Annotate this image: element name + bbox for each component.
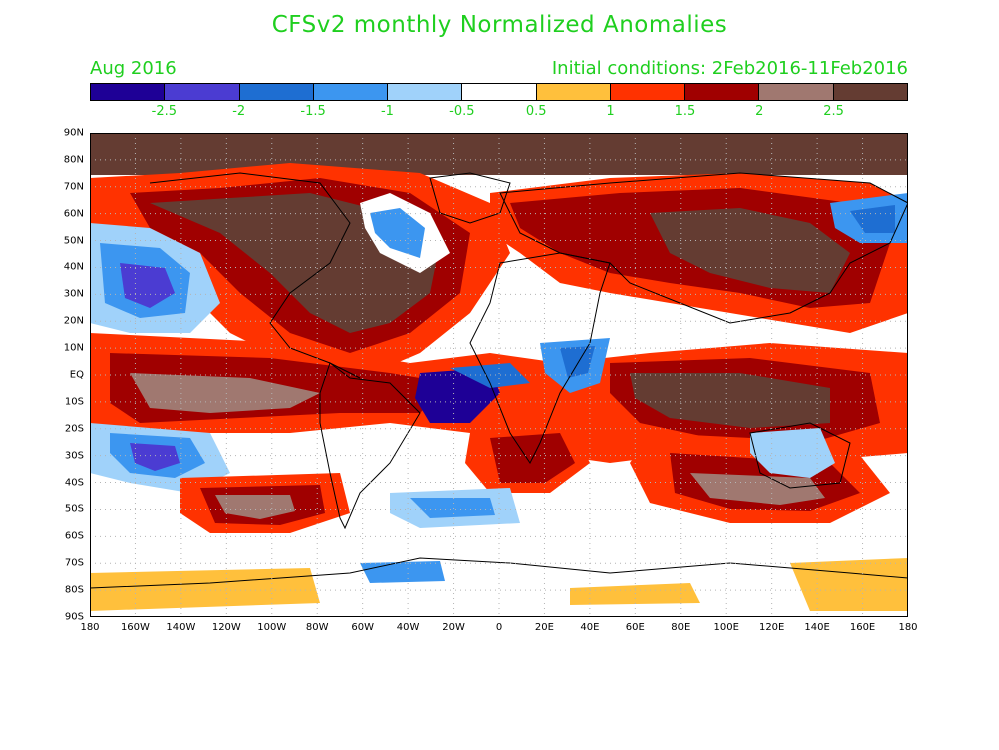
- cool-region: [560, 346, 595, 378]
- colorbar-segment: [165, 84, 240, 100]
- longitude-label: 20E: [534, 622, 554, 633]
- colorbar-tick-label: 2: [755, 104, 764, 119]
- cold-region: [130, 443, 180, 471]
- coastline-south-america: [319, 362, 421, 530]
- longitude-label: 140E: [804, 622, 830, 633]
- anomaly-field: [90, 133, 908, 611]
- colorbar-segment: [610, 84, 686, 100]
- longitude-label: 80E: [671, 622, 691, 633]
- longitude-label: 180: [898, 622, 918, 633]
- colorbar-segment: [313, 84, 389, 100]
- map-frame: [90, 133, 908, 617]
- colorbar-segment: [462, 84, 537, 100]
- latitude-label: 90N: [63, 127, 84, 139]
- longitude-label: 120E: [758, 622, 785, 633]
- latitude-label: 40N: [63, 261, 84, 273]
- coastline-north-america: [149, 172, 361, 379]
- longitude-label: 80W: [305, 622, 329, 633]
- longitude-label: 140W: [166, 622, 196, 633]
- colorbar-tick-label: -2: [232, 104, 246, 119]
- period-label: Aug 2016: [90, 58, 177, 79]
- latitude-label: 10N: [63, 342, 84, 354]
- latitude-label: 60S: [64, 530, 84, 542]
- latitude-label: 70N: [63, 181, 84, 193]
- colorbar-segment: [536, 84, 611, 100]
- longitude-label: 120W: [211, 622, 241, 633]
- colorbar-tick-label: -1: [380, 104, 394, 119]
- latitude-label: 30N: [63, 288, 84, 300]
- colorbar-labels: -2.5 -2 -1.5 -1 -0.5 0.5 1 1.5 2 2.5: [90, 104, 908, 120]
- warm-region: [570, 583, 700, 605]
- latitude-label: 80N: [63, 154, 84, 166]
- cool-region: [370, 208, 425, 258]
- longitude-label: 40E: [580, 622, 600, 633]
- latitude-label: 20N: [63, 315, 84, 327]
- warm-region: [790, 558, 908, 611]
- colorbar-tick-label: 1: [606, 104, 615, 119]
- latitude-label: 50N: [63, 235, 84, 247]
- latitude-label: 40S: [64, 477, 84, 489]
- longitude-label: 160E: [849, 622, 876, 633]
- cool-region: [850, 205, 895, 233]
- cool-region: [750, 428, 835, 478]
- colorbar-segment: [685, 84, 760, 100]
- latitude-label: EQ: [69, 369, 84, 381]
- colorbar-tick-label: -0.5: [449, 104, 475, 119]
- cool-region: [410, 498, 495, 518]
- cool-region: [360, 561, 445, 583]
- very-warm-region: [630, 373, 830, 428]
- latitude-label: 50S: [64, 503, 84, 515]
- longitude-label: 180: [80, 622, 100, 633]
- grid-lines: [90, 133, 908, 617]
- map-title: CFSv2 monthly Normalized Anomalies: [271, 12, 728, 38]
- latitude-label: 20S: [64, 423, 84, 435]
- very-warm-region: [215, 495, 295, 519]
- latitude-label: 60N: [63, 208, 84, 220]
- colorbar-tick-label: -1.5: [300, 104, 326, 119]
- latitude-label: 10S: [64, 396, 84, 408]
- very-warm-region: [650, 208, 850, 293]
- longitude-label: 40W: [396, 622, 420, 633]
- map-svg: [90, 133, 908, 617]
- latitude-label: 30S: [64, 450, 84, 462]
- cold-region: [120, 263, 175, 308]
- colorbar: [90, 83, 908, 101]
- colorbar-segment: [91, 84, 166, 100]
- longitude-label: 100W: [257, 622, 287, 633]
- colorbar-segment: [388, 84, 463, 100]
- colorbar-segment: [239, 84, 314, 100]
- latitude-label: 80S: [64, 584, 84, 596]
- colorbar-tick-label: -2.5: [151, 104, 178, 119]
- colorbar-segment: [759, 84, 834, 100]
- very-warm-region: [690, 473, 825, 505]
- longitude-label: 20W: [442, 622, 465, 633]
- anomaly-map: [90, 133, 908, 617]
- coastline-greenland: [429, 172, 511, 224]
- initial-conditions-label: Initial conditions: 2Feb2016-11Feb2016: [551, 58, 908, 79]
- colorbar-tick-label: 1.5: [674, 104, 696, 119]
- colorbar-tick-label: 2.5: [823, 104, 844, 119]
- longitude-label: 100E: [713, 622, 739, 633]
- longitude-label: 160W: [120, 622, 150, 633]
- longitude-label: 60E: [625, 622, 645, 633]
- latitude-label: 90S: [64, 611, 84, 623]
- longitude-label: 0: [495, 622, 503, 633]
- longitude-label: 60W: [351, 622, 374, 633]
- colorbar-tick-label: 0.5: [525, 104, 547, 119]
- very-warm-region: [130, 373, 320, 413]
- colorbar-segment: [833, 84, 907, 100]
- latitude-label: 70S: [64, 557, 84, 569]
- coastline-eurasia: [499, 172, 908, 324]
